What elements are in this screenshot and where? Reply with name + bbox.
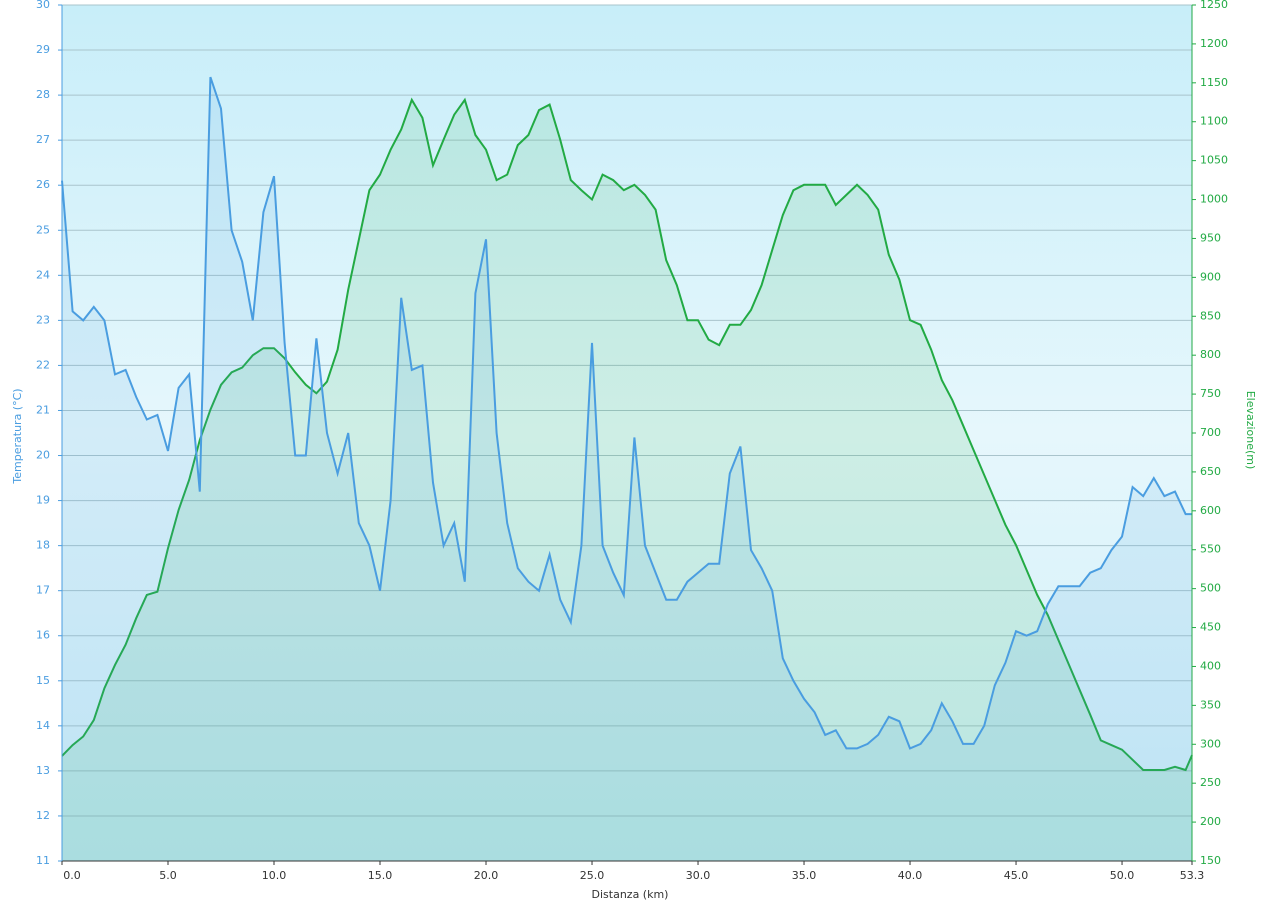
- y2-tick-label: 550: [1200, 543, 1221, 556]
- y2-tick-label: 500: [1200, 582, 1221, 595]
- y-tick-label: 29: [36, 43, 50, 56]
- y-tick-label: 27: [36, 133, 50, 146]
- y2-tick-label: 650: [1200, 465, 1221, 478]
- y-tick-label: 30: [36, 0, 50, 11]
- y-tick-label: 14: [36, 719, 50, 732]
- y-tick-label: 12: [36, 809, 50, 822]
- y-tick-label: 20: [36, 449, 50, 462]
- y-tick-label: 15: [36, 674, 50, 687]
- x-tick-label: 50.0: [1110, 869, 1135, 882]
- x-tick-label: 10.0: [262, 869, 287, 882]
- x-tick-label: 0.0: [63, 869, 81, 882]
- y2-tick-label: 750: [1200, 387, 1221, 400]
- y2-tick-label: 1000: [1200, 193, 1228, 206]
- y2-tick-label: 1100: [1200, 115, 1228, 128]
- y-tick-label: 11: [36, 854, 50, 867]
- x-tick-label: 40.0: [898, 869, 923, 882]
- x-tick-label: 53.3: [1180, 869, 1205, 882]
- y2-tick-label: 600: [1200, 504, 1221, 517]
- y2-tick-label: 800: [1200, 348, 1221, 361]
- y-tick-label: 22: [36, 358, 50, 371]
- x-tick-label: 35.0: [792, 869, 817, 882]
- y-tick-label: 26: [36, 178, 50, 191]
- y2-tick-label: 1050: [1200, 154, 1228, 167]
- y2-tick-label: 1150: [1200, 76, 1228, 89]
- y-tick-label: 17: [36, 584, 50, 597]
- y-tick-label: 18: [36, 539, 50, 552]
- y2-tick-label: 950: [1200, 231, 1221, 244]
- y2-tick-label: 1200: [1200, 37, 1228, 50]
- y-tick-label: 16: [36, 629, 50, 642]
- x-tick-label: 5.0: [159, 869, 177, 882]
- area: [62, 77, 1192, 862]
- plot-background: [62, 5, 1192, 861]
- y2-axis-label: Elevazione(m): [1244, 391, 1257, 470]
- y-tick-label: 13: [36, 764, 50, 777]
- y-tick-label: 24: [36, 268, 50, 281]
- y2-tick-label: 900: [1200, 270, 1221, 283]
- x-tick-label: 15.0: [368, 869, 393, 882]
- y2-tick-label: 1250: [1200, 0, 1228, 11]
- line: [61, 97, 1193, 772]
- line: [61, 76, 1192, 750]
- x-tick-label: 45.0: [1004, 869, 1029, 882]
- y2-tick-label: 400: [1200, 659, 1221, 672]
- y-tick-label: 25: [36, 223, 50, 236]
- y2-tick-label: 350: [1200, 698, 1221, 711]
- x-axis-label: Distanza (km): [592, 888, 669, 901]
- y2-tick-label: 150: [1200, 854, 1221, 867]
- y2-tick-label: 250: [1200, 776, 1221, 789]
- y-tick-label: 21: [36, 403, 50, 416]
- y2-tick-label: 450: [1200, 621, 1221, 634]
- y2-tick-label: 200: [1200, 815, 1221, 828]
- y-tick-label: 19: [36, 494, 50, 507]
- x-tick-label: 25.0: [580, 869, 605, 882]
- x-tick-label: 30.0: [686, 869, 711, 882]
- y2-tick-label: 700: [1200, 426, 1221, 439]
- x-tick-label: 20.0: [474, 869, 499, 882]
- y2-tick-label: 850: [1200, 309, 1221, 322]
- y2-tick-label: 300: [1200, 737, 1221, 750]
- area: [62, 99, 1192, 861]
- y-tick-label: 28: [36, 88, 50, 101]
- y-tick-label: 23: [36, 313, 50, 326]
- y-axis-label: Temperatura (°C): [11, 388, 24, 484]
